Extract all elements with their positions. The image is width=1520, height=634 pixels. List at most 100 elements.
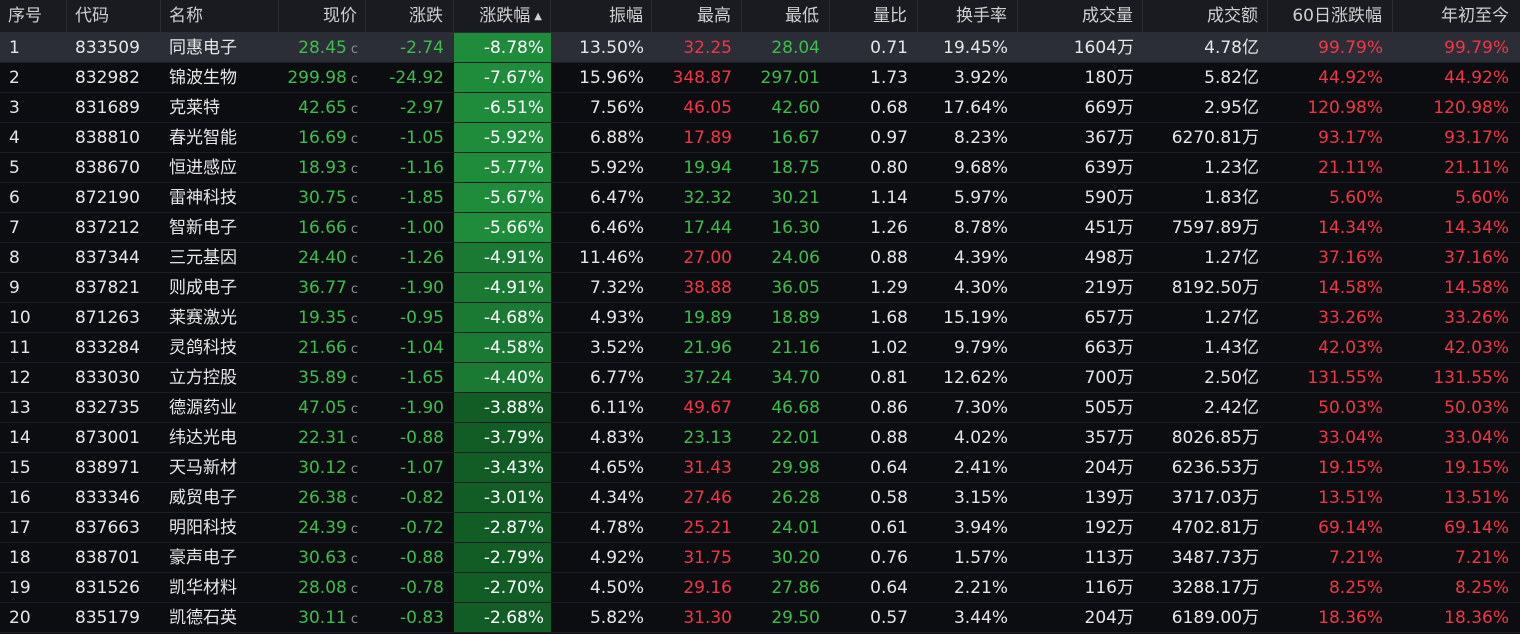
high-price: 27.46 [683,488,732,508]
change-ytd: 33.26% [1444,308,1509,328]
high-price: 19.89 [683,308,732,328]
table-row[interactable]: 3 831689 克莱特 42.65 c -2.97 -6.51% 7.56% 46.05 42.… [0,93,1520,123]
price-value: 47.05 [298,398,347,418]
table-row[interactable]: 16 833346 威贸电子 26.38 c -0.82 -3.01% 4.34% 27.46 2… [0,483,1520,513]
col-header-price[interactable]: 现价 [279,0,366,32]
high-price: 23.13 [683,428,732,448]
low-price: 297.01 [760,68,820,88]
stock-name: 雷神科技 [169,188,237,208]
row-index: 13 [9,398,31,418]
row-index: 9 [9,278,20,298]
stock-code: 832735 [75,398,140,418]
table-row[interactable]: 17 837663 明阳科技 24.39 c -0.72 -2.87% 4.78% 25.21 2… [0,513,1520,543]
table-row[interactable]: 8 837344 三元基因 24.40 c -1.26 -4.91% 11.46% 27.00 2… [0,243,1520,273]
col-header-index[interactable]: 序号 [0,0,67,32]
table-row[interactable]: 2 832982 锦波生物 299.98 c -24.92 -7.67% 15.96% 348.… [0,63,1520,93]
price-flag: c [350,192,358,207]
table-row[interactable]: 1 833509 同惠电子 28.45 c -2.74 -8.78% 13.50% 32.25 2… [0,33,1520,63]
price-flag: c [350,102,358,117]
table-row[interactable]: 10 871263 莱赛激光 19.35 c -0.95 -4.68% 4.93% 19.89 1… [0,303,1520,333]
price-value: 24.40 [298,248,347,268]
col-header-60d-change[interactable]: 60日涨跌幅 [1268,0,1393,32]
volume: 204万 [1084,608,1134,628]
price-flag: c [350,522,358,537]
current-price: 19.35 c [279,303,366,332]
amplitude: 7.32% [589,278,644,298]
col-header-volume[interactable]: 成交量 [1018,0,1143,32]
high-price: 32.32 [683,188,732,208]
volume: 663万 [1084,338,1134,358]
row-index: 7 [9,218,20,238]
price-change: -1.26 [400,248,444,268]
col-header-amount[interactable]: 成交额 [1143,0,1268,32]
sort-up-icon: ▲ [534,11,542,22]
high-price: 49.67 [683,398,732,418]
amplitude: 4.78% [589,518,644,538]
table-row[interactable]: 18 838701 豪声电子 30.63 c -0.88 -2.79% 4.92% 31.75 3… [0,543,1520,573]
stock-code: 838670 [75,158,140,178]
price-change: -1.85 [400,188,444,208]
change-pct: -5.77% [454,153,551,182]
price-flag: c [350,342,358,357]
table-row[interactable]: 11 833284 灵鸽科技 21.66 c -1.04 -4.58% 3.52% 21.96 2… [0,333,1520,363]
row-index: 4 [9,128,20,148]
table-row[interactable]: 4 838810 春光智能 16.69 c -1.05 -5.92% 6.88% 17.89 16… [0,123,1520,153]
stock-name: 明阳科技 [169,518,237,538]
stock-code: 838701 [75,548,140,568]
turnover-rate: 5.97% [953,188,1008,208]
current-price: 24.39 c [279,513,366,542]
col-header-high[interactable]: 最高 [652,0,742,32]
stock-code: 833284 [75,338,140,358]
col-header-code[interactable]: 代码 [67,0,161,32]
turnover-rate: 1.57% [953,548,1008,568]
price-value: 28.08 [298,578,347,598]
price-change: -1.07 [400,458,444,478]
col-header-low[interactable]: 最低 [742,0,830,32]
change-ytd: 8.25% [1454,578,1509,598]
col-header-volume-ratio[interactable]: 量比 [830,0,918,32]
table-row[interactable]: 13 832735 德源药业 47.05 c -1.90 -3.88% 6.11% 49.67 4… [0,393,1520,423]
volume-ratio: 0.58 [870,488,908,508]
table-row[interactable]: 9 837821 则成电子 36.77 c -1.90 -4.91% 7.32% 38.88 36… [0,273,1520,303]
table-row[interactable]: 15 838971 天马新材 30.12 c -1.07 -3.43% 4.65% 31.43 2… [0,453,1520,483]
stock-name: 威贸电子 [169,488,237,508]
volume-ratio: 1.68 [870,308,908,328]
stock-name: 三元基因 [169,248,237,268]
stock-code: 837663 [75,518,140,538]
change-pct: -5.92% [454,123,551,152]
table-row[interactable]: 6 872190 雷神科技 30.75 c -1.85 -5.67% 6.47% 32.32 30… [0,183,1520,213]
table-row[interactable]: 7 837212 智新电子 16.66 c -1.00 -5.66% 6.46% 17.44 16… [0,213,1520,243]
col-header-ytd-change[interactable]: 年初至今 [1441,6,1509,26]
stock-name: 灵鸽科技 [169,338,237,358]
volume: 180万 [1084,68,1134,88]
table-row[interactable]: 5 838670 恒进感应 18.93 c -1.16 -5.77% 5.92% 19.94 18… [0,153,1520,183]
current-price: 18.93 c [279,153,366,182]
table-row[interactable]: 14 873001 纬达光电 22.31 c -0.88 -3.79% 4.83% 23.13 2… [0,423,1520,453]
col-header-name[interactable]: 名称 [161,0,279,32]
table-row[interactable]: 19 831526 凯华材料 28.08 c -0.78 -2.70% 4.50% 29.16 2… [0,573,1520,603]
price-flag: c [350,162,358,177]
low-price: 30.20 [771,548,820,568]
amplitude: 6.77% [589,368,644,388]
change-pct: -7.67% [454,63,551,92]
change-ytd: 19.15% [1444,458,1509,478]
trade-amount: 1.27亿 [1204,248,1259,268]
col-header-amplitude[interactable]: 振幅 [551,0,652,32]
price-change: -0.88 [400,548,444,568]
change-pct: -8.78% [454,33,551,62]
volume: 139万 [1084,488,1134,508]
volume-ratio: 0.80 [870,158,908,178]
table-row[interactable]: 12 833030 立方控股 35.89 c -1.65 -4.40% 6.77% 37.24 3… [0,363,1520,393]
col-header-change[interactable]: 涨跌 [366,0,454,32]
col-header-change-pct[interactable]: 涨跌幅 ▲ [454,0,551,32]
trade-amount: 8192.50万 [1171,278,1259,298]
volume: 116万 [1084,578,1134,598]
col-header-turnover-rate[interactable]: 换手率 [918,0,1018,32]
volume: 700万 [1084,368,1134,388]
table-row[interactable]: 20 835179 凯德石英 30.11 c -0.83 -2.68% 5.82% 31.30 2… [0,603,1520,633]
price-value: 22.31 [298,428,347,448]
trade-amount: 4.78亿 [1204,38,1259,58]
volume-ratio: 1.29 [870,278,908,298]
low-price: 36.05 [771,278,820,298]
change-pct: -4.68% [454,303,551,332]
